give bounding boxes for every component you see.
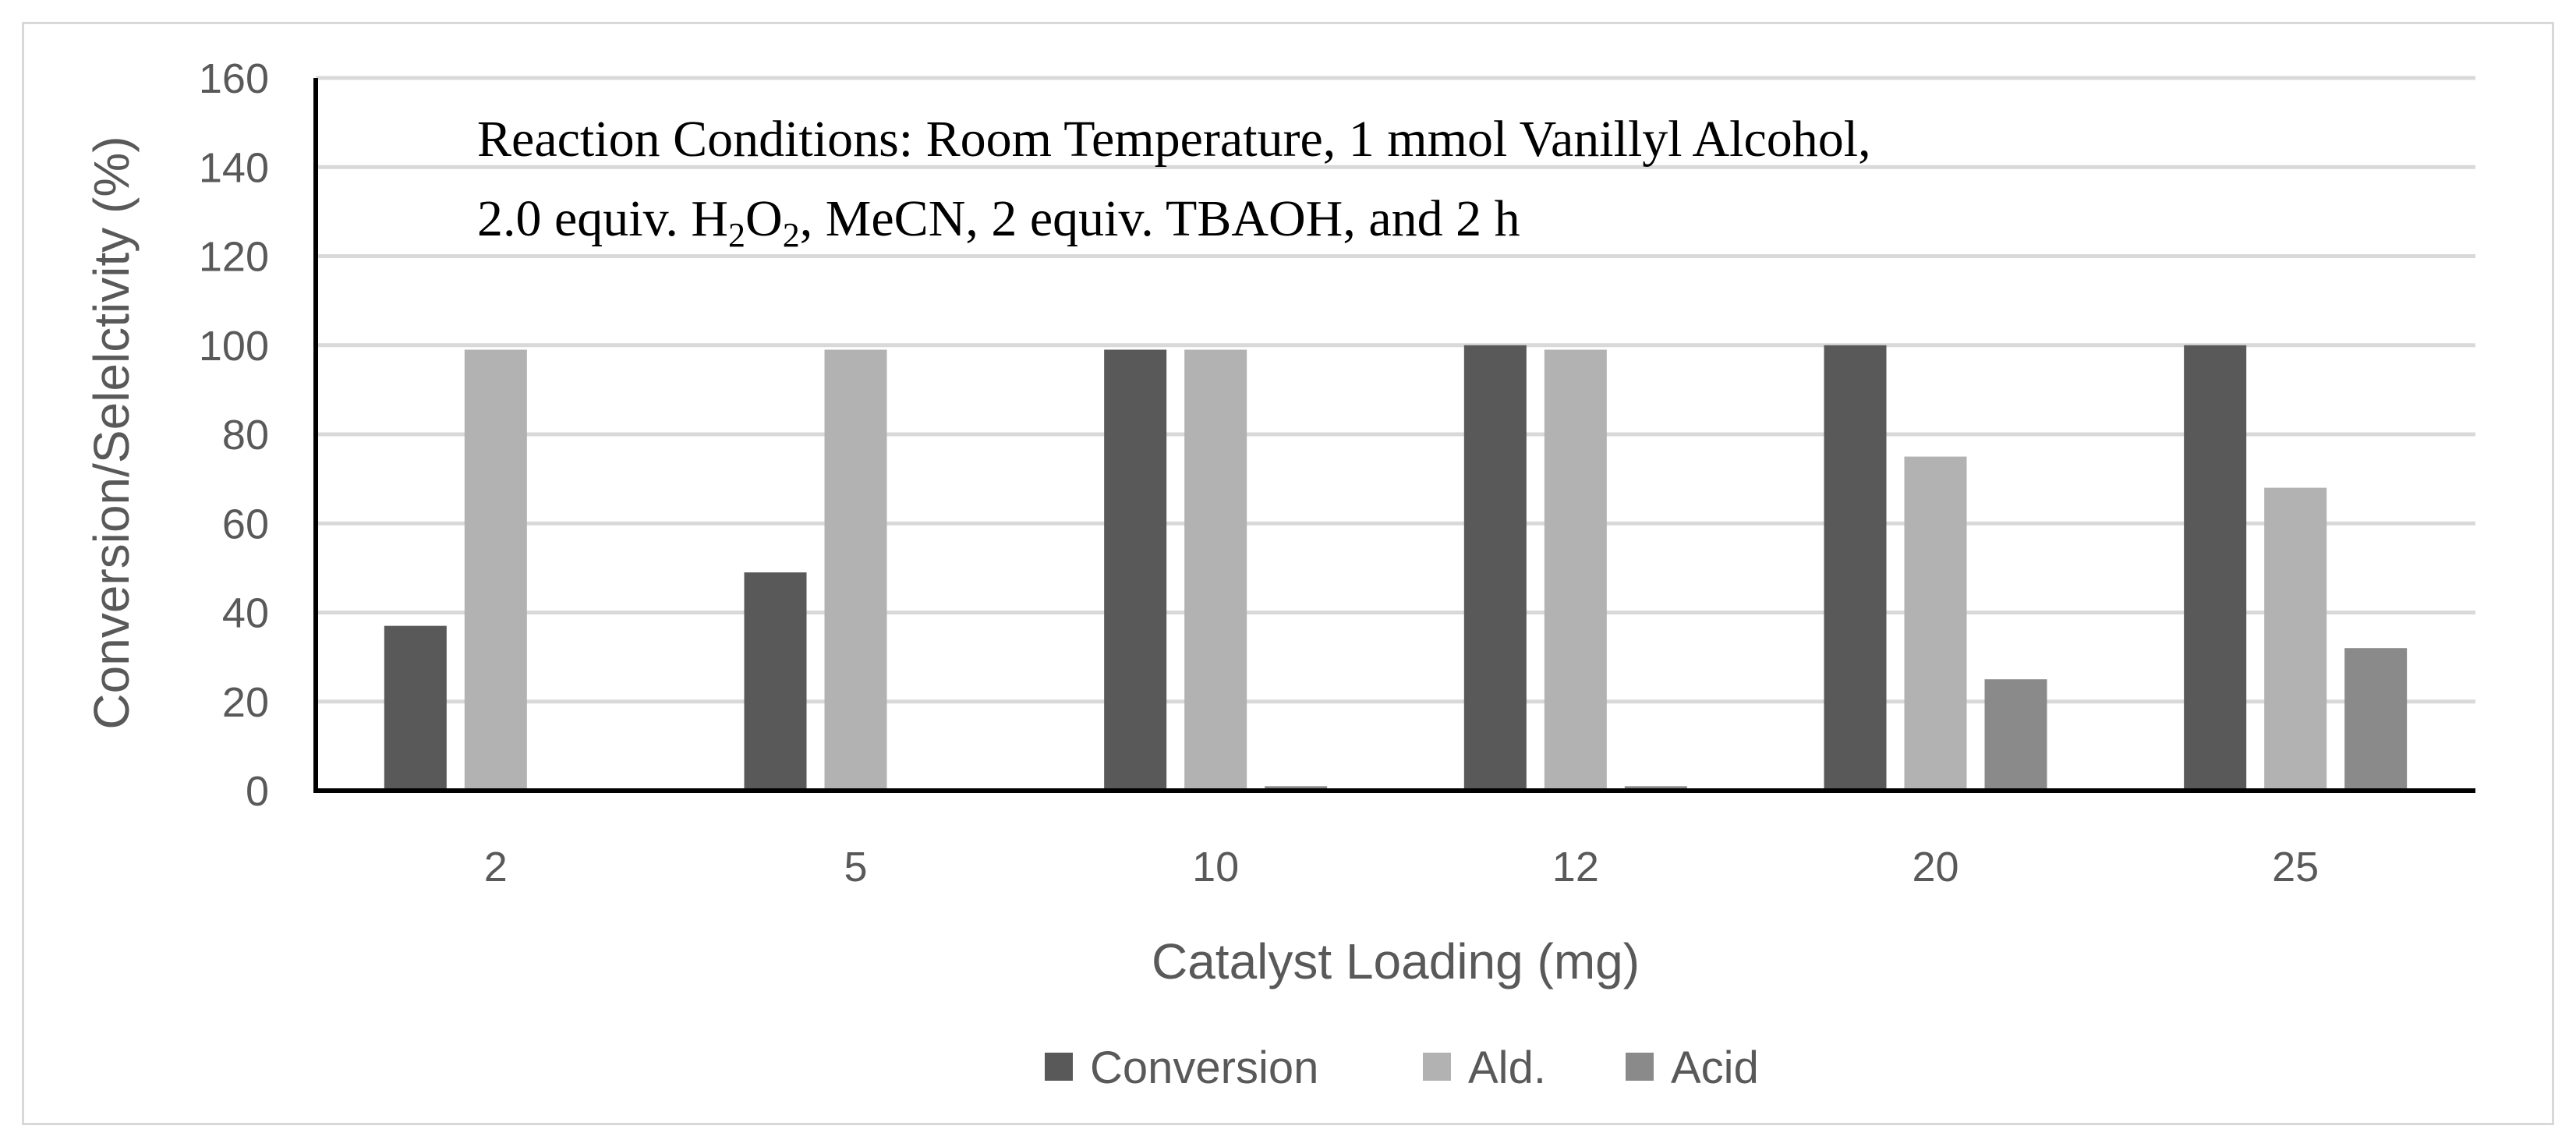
y-tick-label: 80 <box>222 412 269 458</box>
legend-swatch <box>1423 1053 1451 1081</box>
chart-frame <box>22 22 2554 1125</box>
x-tick-label: 10 <box>1192 844 1239 890</box>
bar-ald-5 <box>824 349 887 791</box>
x-tick-label: 12 <box>1552 844 1599 890</box>
y-tick-label: 140 <box>199 144 269 191</box>
bar-conversion-20 <box>1824 345 1887 791</box>
bar-acid-20 <box>1984 679 2047 791</box>
legend-swatch <box>1045 1053 1073 1081</box>
bar-ald-12 <box>1544 349 1607 791</box>
x-tick-label: 25 <box>2272 844 2319 890</box>
y-axis-title: Conversion/Selelctivity (%) <box>83 136 140 729</box>
y-tick-label: 20 <box>222 679 269 726</box>
legend-swatch <box>1626 1053 1654 1081</box>
bar-conversion-2 <box>384 625 447 791</box>
bar-ald-25 <box>2264 487 2327 791</box>
bar-ald-10 <box>1184 349 1247 791</box>
x-tick-label: 20 <box>1912 844 1959 890</box>
bar-conversion-25 <box>2184 345 2247 791</box>
legend: Conversion Ald. Acid <box>1045 1043 1759 1093</box>
gridlines <box>316 76 2475 704</box>
y-tick-label: 40 <box>222 590 269 637</box>
y-tick-label: 100 <box>199 323 269 370</box>
bar-acid-25 <box>2344 648 2408 791</box>
bars <box>384 345 2408 791</box>
y-tick-label: 0 <box>246 768 269 815</box>
bar-conversion-5 <box>744 572 807 791</box>
legend-label: Acid <box>1671 1043 1759 1093</box>
x-axis-title: Catalyst Loading (mg) <box>1152 933 1640 989</box>
x-tick-label: 5 <box>844 844 867 890</box>
x-tick-label: 2 <box>484 844 508 890</box>
x-tick-labels: 2 5 10 12 20 25 <box>484 844 2319 890</box>
bar-conversion-10 <box>1104 349 1167 791</box>
annotation-line-2: 2.0 equiv. H2O2, MeCN, 2 equiv. TBAOH, a… <box>477 190 1520 254</box>
annotation-line-1: Reaction Conditions: Room Temperature, 1… <box>477 111 1871 168</box>
y-tick-label: 160 <box>199 55 269 102</box>
bar-conversion-12 <box>1463 345 1527 791</box>
legend-label: Conversion <box>1090 1043 1318 1093</box>
y-tick-labels: 0 20 40 60 80 100 120 140 160 <box>199 55 269 815</box>
bar-ald-2 <box>464 349 527 791</box>
y-tick-label: 60 <box>222 501 269 547</box>
legend-label: Ald. <box>1468 1043 1546 1093</box>
bar-ald-20 <box>1904 456 1967 791</box>
y-tick-label: 120 <box>199 234 269 281</box>
